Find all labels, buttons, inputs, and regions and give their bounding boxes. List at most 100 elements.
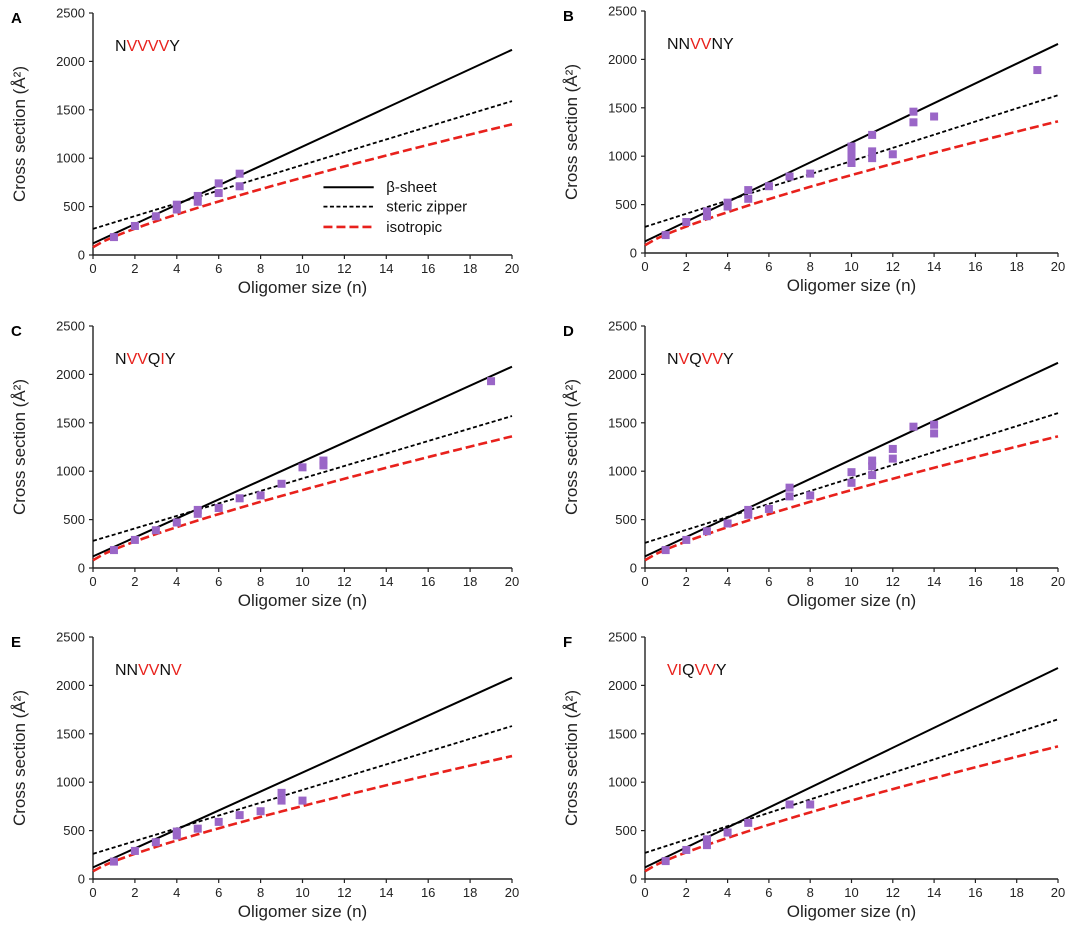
y-tick-label: 1500 (56, 102, 85, 117)
data-point (214, 817, 223, 826)
y-tick-label: 2000 (56, 678, 85, 693)
data-point (785, 483, 794, 492)
x-tick-label: 10 (295, 261, 309, 276)
x-tick-label: 6 (765, 259, 772, 274)
y-tick-label: 2000 (608, 52, 637, 67)
beta-sheet-line (92, 48, 513, 245)
panel-b: B 0 2 4 6 8 10 12 14 16 18 20 0 500 1000 1500 2000 2500 Ol… (562, 4, 1065, 296)
x-tick-label: 8 (807, 574, 814, 589)
x-tick-label: 16 (968, 259, 982, 274)
data-point (868, 456, 877, 465)
sequence-segment: Q (148, 351, 160, 368)
x-tick-label: 12 (337, 261, 351, 276)
data-point (847, 468, 856, 477)
data-point (151, 526, 160, 535)
x-tick-label: 18 (1009, 885, 1023, 900)
data-point (172, 827, 181, 836)
x-tick-label: 2 (131, 885, 138, 900)
x-tick-label: 20 (505, 885, 519, 900)
data-point (744, 505, 753, 514)
data-point (702, 212, 711, 221)
data-point (172, 518, 181, 527)
data-point (172, 205, 181, 214)
x-tick-label: 14 (927, 574, 941, 589)
panel-letter: E (11, 634, 21, 651)
x-tick-label: 10 (844, 259, 858, 274)
y-tick-label: 1000 (608, 464, 637, 479)
x-tick-label: 0 (641, 574, 648, 589)
x-tick-label: 8 (257, 574, 264, 589)
x-tick-label: 10 (844, 885, 858, 900)
x-tick-label: 18 (463, 885, 477, 900)
data-point (319, 461, 328, 470)
panel-e: E 0 2 4 6 8 10 12 14 16 18 20 0 500 1000 1500 2000 2500 Ol… (10, 630, 519, 922)
steric-zipper-line (92, 415, 513, 542)
x-tick-label: 18 (463, 574, 477, 589)
data-point (277, 788, 286, 797)
data-point (744, 510, 753, 519)
data-point (702, 841, 711, 850)
data-point (806, 491, 815, 500)
data-point (785, 492, 794, 501)
data-point (702, 207, 711, 216)
y-axis-title: Cross section (Å²) (562, 64, 581, 200)
data-point (661, 546, 670, 555)
legend-beta-sheet-label: β-sheet (386, 179, 437, 196)
y-tick-label: 500 (63, 512, 85, 527)
y-tick-label: 2000 (56, 54, 85, 69)
x-tick-label: 0 (89, 574, 96, 589)
panel-letter: B (563, 8, 574, 25)
sequence-label: VIQVVY (667, 662, 727, 679)
y-axis-title: Cross section (Å²) (10, 379, 29, 515)
data-point (785, 172, 794, 181)
y-tick-label: 2500 (56, 6, 85, 21)
x-tick-label: 4 (173, 885, 180, 900)
y-tick-label: 2500 (608, 319, 637, 334)
x-axis-title: Oligomer size (n) (238, 591, 367, 610)
x-axis-title: Oligomer size (n) (787, 902, 916, 921)
data-point (764, 182, 773, 191)
data-point (193, 505, 202, 514)
sequence-label: NVVVVY (115, 38, 180, 55)
data-point (682, 535, 691, 544)
panel-letter: C (11, 323, 22, 340)
x-tick-label: 12 (337, 885, 351, 900)
y-tick-label: 500 (615, 823, 637, 838)
data-point (806, 169, 815, 178)
data-point (744, 186, 753, 195)
sequence-segment: Y (165, 351, 176, 368)
data-point (847, 152, 856, 161)
x-tick-label: 16 (968, 574, 982, 589)
sequence-red-segment: VV (695, 662, 717, 679)
data-point (744, 818, 753, 827)
x-tick-label: 2 (683, 885, 690, 900)
beta-sheet-line (644, 667, 1059, 869)
y-tick-label: 1500 (608, 415, 637, 430)
panel-c: C 0 2 4 6 8 10 12 14 16 18 20 0 500 1000 1500 2000 2500 Ol… (10, 319, 519, 611)
data-point (702, 527, 711, 536)
legend: β-sheet steric zipper isotropic (323, 179, 467, 236)
y-tick-label: 1000 (56, 464, 85, 479)
y-tick-label: 0 (78, 872, 85, 887)
x-tick-label: 16 (421, 885, 435, 900)
legend-steric-zipper-label: steric zipper (386, 199, 467, 216)
sequence-segment: Y (169, 38, 180, 55)
sequence-red-segment: V (171, 662, 182, 679)
y-tick-label: 1000 (56, 775, 85, 790)
sequence-segment: NN (667, 36, 690, 53)
sequence-label: NNVVNV (115, 662, 182, 679)
x-tick-label: 2 (131, 574, 138, 589)
data-point (661, 231, 670, 240)
data-point (298, 796, 307, 805)
isotropic-curve (92, 435, 513, 562)
y-tick-label: 500 (615, 197, 637, 212)
sequence-red-segment: VV (690, 36, 712, 53)
data-point (661, 857, 670, 866)
x-tick-label: 18 (1009, 259, 1023, 274)
data-point (151, 212, 160, 221)
sequence-label: NVVQIY (115, 351, 176, 368)
sequence-segment: Y (716, 662, 727, 679)
y-tick-label: 500 (63, 199, 85, 214)
y-tick-label: 1000 (608, 775, 637, 790)
